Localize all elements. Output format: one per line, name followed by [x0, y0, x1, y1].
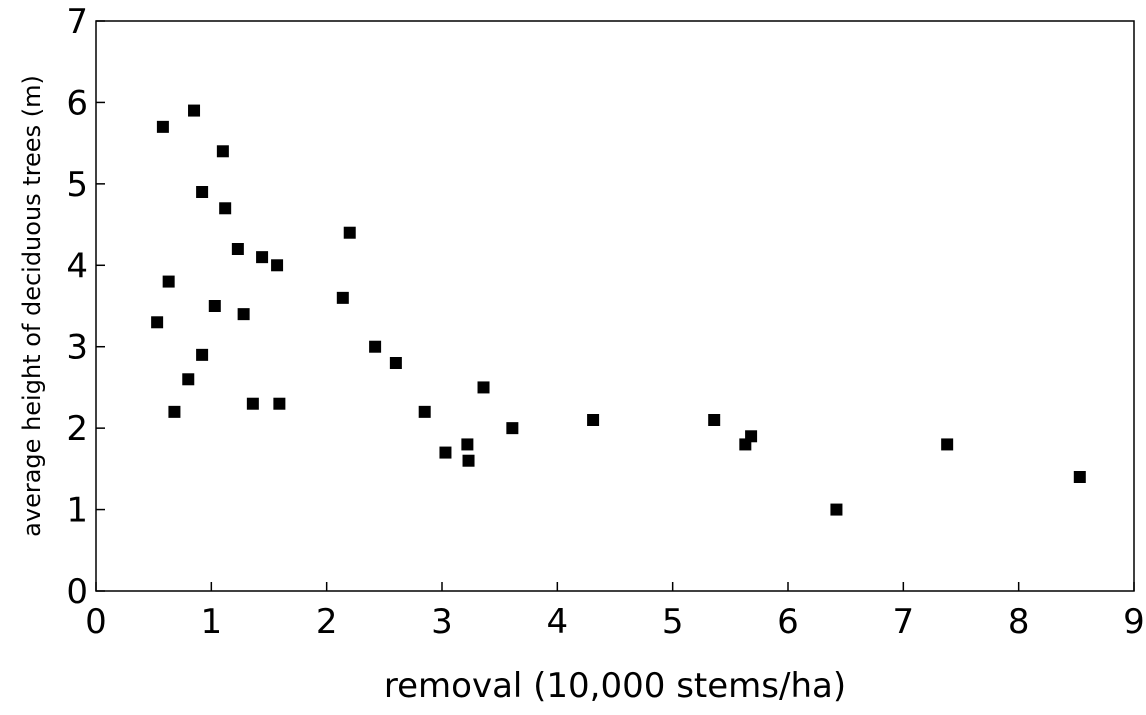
data-point	[216, 145, 229, 158]
x-axis-ticks: 0 1 2 3 4 5 6 7 8 9	[85, 582, 1145, 642]
x-axis-title: removal (10,000 stems/ha)	[384, 666, 846, 706]
data-point	[462, 454, 475, 467]
data-point	[941, 438, 954, 451]
data-point	[208, 300, 221, 312]
y-axis-title: average height of deciduous trees (m)	[18, 75, 46, 537]
data-point	[156, 120, 169, 133]
plot-area-frame	[95, 20, 1135, 592]
y-tick-label: 3	[66, 328, 88, 368]
data-point	[830, 503, 843, 516]
y-tick-label: 1	[66, 491, 88, 531]
y-tick-label: 6	[66, 83, 88, 123]
x-tick-label: 1	[201, 602, 223, 642]
x-tick-label: 4	[547, 602, 569, 642]
data-point	[219, 202, 232, 215]
data-point	[418, 405, 431, 418]
x-tick-label: 7	[893, 602, 915, 642]
data-point	[188, 104, 201, 117]
x-tick-label: 2	[316, 602, 338, 642]
data-point	[273, 397, 286, 410]
x-tick-label: 0	[85, 602, 107, 642]
y-tick-label: 0	[66, 572, 88, 612]
data-point	[745, 430, 758, 443]
x-tick-label: 9	[1123, 602, 1145, 642]
data-point	[343, 226, 356, 239]
data-point	[369, 340, 382, 353]
data-point	[477, 381, 490, 394]
data-point	[389, 357, 402, 369]
y-tick-label: 2	[66, 409, 88, 449]
data-point	[162, 275, 175, 288]
data-point	[506, 422, 519, 435]
data-point	[336, 291, 349, 304]
data-point	[246, 397, 259, 410]
data-point	[231, 243, 244, 255]
data-point	[151, 316, 164, 329]
x-tick-label: 8	[1008, 602, 1030, 642]
data-points	[151, 104, 1086, 516]
y-tick-label: 7	[66, 2, 88, 42]
data-point	[708, 414, 721, 426]
data-point	[196, 186, 209, 198]
data-point	[439, 446, 452, 459]
data-point	[271, 259, 284, 272]
x-tick-label: 6	[777, 602, 799, 642]
data-point	[237, 308, 250, 321]
x-tick-label: 3	[431, 602, 453, 642]
data-point	[196, 348, 209, 361]
y-tick-label: 4	[66, 246, 88, 286]
x-tick-label: 5	[662, 602, 684, 642]
data-point	[182, 373, 195, 386]
y-tick-label: 5	[66, 165, 88, 205]
data-point	[168, 405, 181, 418]
data-point	[587, 414, 600, 426]
data-point	[256, 251, 269, 264]
data-point	[461, 438, 474, 451]
data-point	[1073, 471, 1086, 483]
y-axis-ticks: 0 1 2 3 4 5 6 7	[66, 2, 105, 612]
